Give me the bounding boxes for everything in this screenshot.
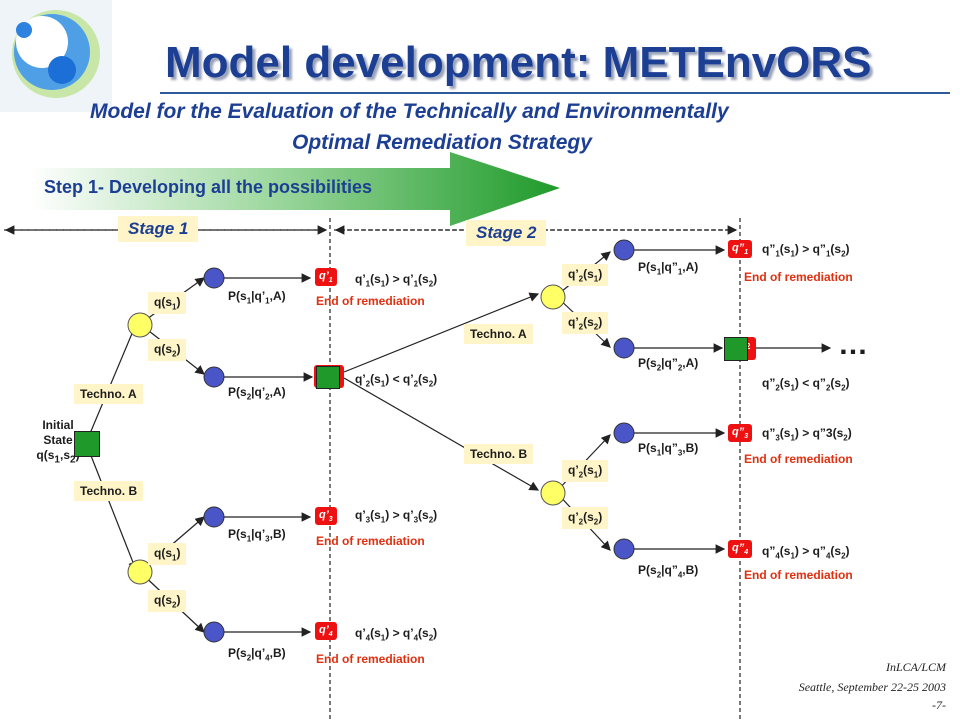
result-box-q1: q’1	[315, 268, 337, 287]
footer-page-number: -7-	[932, 698, 946, 712]
result-box-q4: q’4	[315, 622, 337, 641]
logo-icon	[0, 0, 112, 112]
prob-label-q2-s2-a: q’2(s2)	[562, 312, 609, 335]
decision-node-stage2-square	[316, 366, 340, 389]
chance-node-stage2-a	[540, 284, 566, 310]
end-of-remediation-4: End of remediation	[316, 652, 425, 666]
end-of-remediation-1: End of remediation	[316, 294, 425, 308]
prob-label-q-s1-a: q(s1)	[148, 292, 187, 315]
initial-decision-node	[74, 431, 100, 457]
end-of-remediation-stage2-4: End of remediation	[744, 568, 853, 582]
prob-label-q-s1-b: q(s1)	[148, 543, 187, 566]
cond-prob-stage2-3: P(s1|q”3,B)	[638, 441, 699, 458]
decision-node-stage3-sub: 2	[746, 342, 751, 351]
comparison-q3: q’3(s1) > q’3(s2)	[355, 508, 438, 525]
outcome-node-3	[203, 506, 225, 528]
comparison-q2-4: q”4(s1) > q”4(s2)	[762, 544, 850, 561]
end-of-remediation-stage2-3: End of remediation	[744, 452, 853, 466]
comparison-q2-3: q”3(s1) > q”3(s2)	[762, 426, 852, 443]
cond-prob-1: P(s1|q’1,A)	[228, 289, 286, 306]
initial-state-line-2: State	[43, 433, 73, 447]
cond-prob-4: P(s2|q’4,B)	[228, 646, 286, 663]
techno-a-label-stage2: Techno. A	[464, 324, 533, 344]
comparison-q2-1: q”1(s1) > q”1(s2)	[762, 242, 850, 259]
chance-node-a	[127, 312, 153, 338]
end-of-remediation-3: End of remediation	[316, 534, 425, 548]
subtitle-line-1: Model for the Evaluation of the Technica…	[90, 100, 729, 123]
outcome-node-4	[203, 621, 225, 643]
outcome-node-1	[203, 267, 225, 289]
prob-label-q-s2-a: q(s2)	[148, 339, 187, 362]
outcome-node-stage2-3	[613, 422, 635, 444]
prob-label-q2-s1-a: q’2(s1)	[562, 264, 609, 287]
initial-state-line-1: Initial	[42, 418, 74, 432]
cond-prob-stage2-4: P(s2|q”4,B)	[638, 563, 699, 580]
step-label: Step 1- Developing all the possibilities	[44, 177, 373, 197]
page-title: Model development: METEnvORS	[165, 38, 872, 87]
end-of-remediation-stage2-1: End of remediation	[744, 270, 853, 284]
result-box-q3: q’3	[315, 507, 337, 526]
prob-label-q2-s1-b: q’2(s1)	[562, 460, 609, 483]
stage-2-label: Stage 2	[466, 220, 547, 246]
comparison-q2-2: q”2(s1) < q”2(s2)	[762, 376, 850, 393]
continuation-ellipsis: …	[838, 328, 868, 361]
cond-prob-2: P(s2|q’2,A)	[228, 385, 286, 402]
outcome-node-2	[203, 366, 225, 388]
result-box-q2-4: q”4	[728, 540, 753, 559]
title-divider	[160, 92, 950, 94]
stage-1-label: Stage 1	[118, 216, 199, 242]
outcome-node-stage2-2	[613, 337, 635, 359]
footer-event: Seattle, September 22-25 2003	[798, 680, 946, 694]
decision-node-stage3-square	[724, 337, 748, 361]
outcome-node-stage2-1	[613, 239, 635, 261]
techno-b-label-stage1: Techno. B	[74, 481, 144, 501]
chance-node-stage2-b	[540, 480, 566, 506]
result-box-q2-3: q”3	[728, 424, 753, 443]
footer-org: InLCA/LCM	[885, 660, 946, 674]
cond-prob-stage2-1: P(s1|q”1,A)	[638, 260, 699, 277]
cond-prob-stage2-2: P(s2|q”2,A)	[638, 356, 699, 373]
result-box-q2-1: q”1	[728, 240, 753, 259]
comparison-q1: q’1(s1) > q’1(s2)	[355, 272, 438, 289]
comparison-q4: q’4(s1) > q’4(s2)	[355, 626, 438, 643]
comparison-q2: q’2(s1) < q’2(s2)	[355, 372, 438, 389]
subtitle-line-2: Optimal Remediation Strategy	[292, 131, 592, 154]
cond-prob-3: P(s1|q’3,B)	[228, 527, 286, 544]
prob-label-q2-s2-b: q’2(s2)	[562, 507, 609, 530]
step-arrow	[30, 152, 560, 226]
techno-b-label-stage2: Techno. B	[464, 444, 534, 464]
chance-node-b	[127, 559, 153, 585]
initial-state-label: Initial State q(s1,s2)	[28, 418, 88, 467]
outcome-node-stage2-4	[613, 538, 635, 560]
prob-label-q-s2-b: q(s2)	[148, 590, 187, 613]
techno-a-label-stage1: Techno. A	[74, 384, 143, 404]
